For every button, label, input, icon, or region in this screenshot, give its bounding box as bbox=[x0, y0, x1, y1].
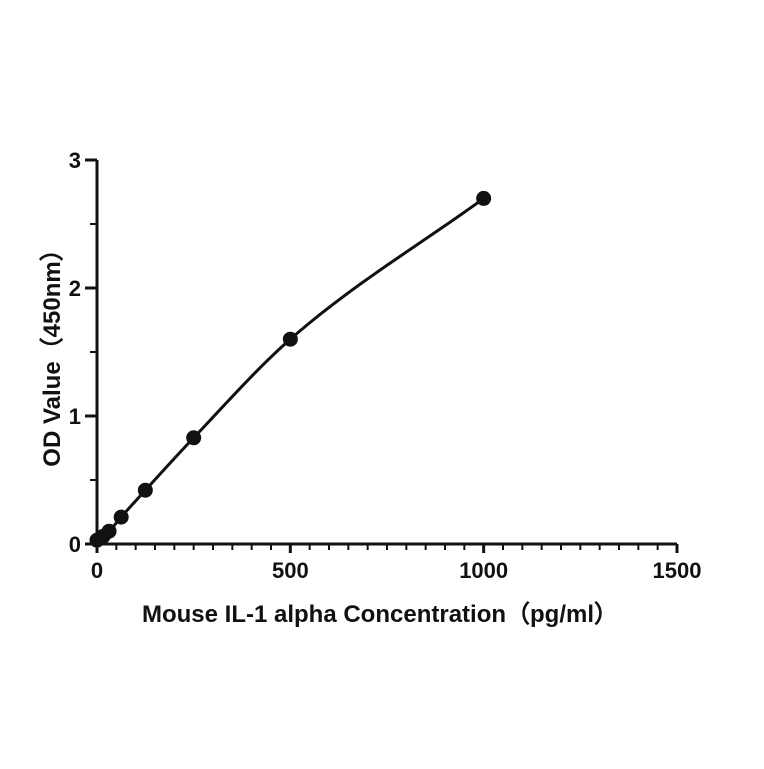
data-point bbox=[282, 331, 298, 347]
x-tick-label: 500 bbox=[272, 558, 309, 583]
x-tick-label: 1500 bbox=[653, 558, 702, 583]
data-point bbox=[101, 523, 117, 539]
x-axis-title: Mouse IL-1 alpha Concentration（pg/ml） bbox=[142, 601, 618, 628]
x-tick-label: 0 bbox=[91, 558, 103, 583]
data-point bbox=[186, 430, 202, 446]
data-point bbox=[113, 509, 129, 525]
data-point bbox=[137, 482, 153, 498]
data-points bbox=[89, 190, 492, 548]
fit-curve-group bbox=[96, 197, 485, 542]
x-tick-label: 1000 bbox=[459, 558, 508, 583]
data-point bbox=[476, 190, 492, 206]
axes: 0 500 1000 1500 0 1 2 3 bbox=[69, 148, 702, 583]
y-tick-label: 0 bbox=[69, 532, 81, 557]
y-tick-label: 2 bbox=[69, 276, 81, 301]
fit-curve bbox=[96, 197, 485, 542]
y-tick-label: 3 bbox=[69, 148, 81, 173]
y-tick-label: 1 bbox=[69, 404, 81, 429]
y-axis-title: OD Value（450nm） bbox=[39, 237, 66, 466]
